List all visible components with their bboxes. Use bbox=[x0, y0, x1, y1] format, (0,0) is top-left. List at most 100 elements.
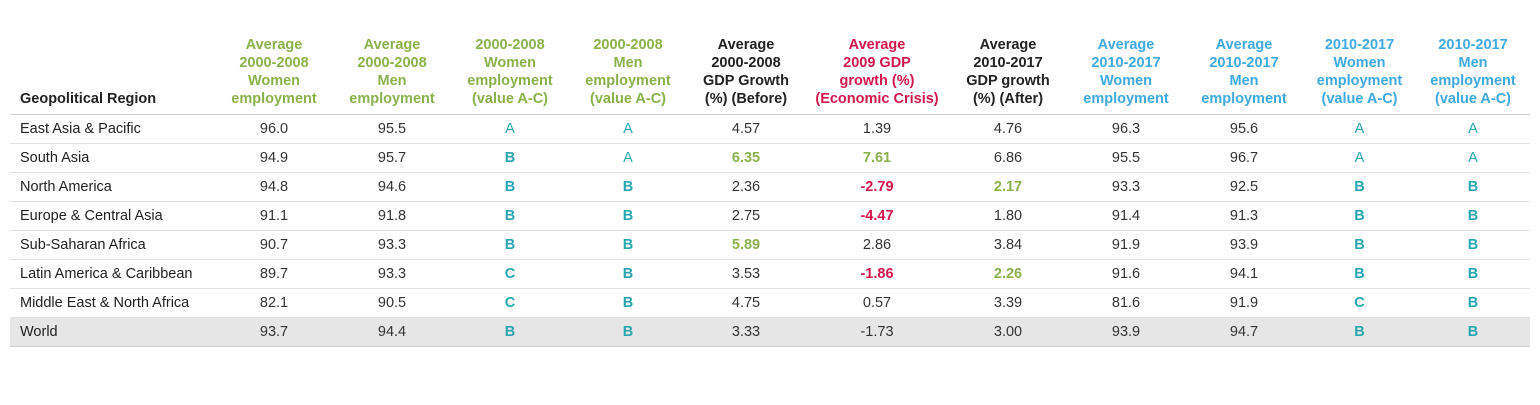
value-cell: 91.9 bbox=[1185, 288, 1303, 318]
value-cell: 93.9 bbox=[1067, 317, 1185, 347]
value-cell: 4.75 bbox=[687, 288, 805, 318]
value-cell: 2.75 bbox=[687, 201, 805, 231]
column-header-line: employment bbox=[585, 73, 671, 89]
column-header-line: (%) (Before) bbox=[704, 91, 788, 107]
column-header-line: Average bbox=[979, 37, 1037, 53]
column-header-line: (Economic Crisis) bbox=[815, 91, 939, 107]
value-cell: 91.9 bbox=[1067, 230, 1185, 260]
column-header-line: growth (%) bbox=[839, 73, 915, 89]
value-cell: 5.89 bbox=[687, 230, 805, 260]
value-cell: 2.86 bbox=[805, 230, 949, 260]
column-header: Average 2010-2017 Women employment bbox=[1067, 36, 1185, 115]
column-header: Average 2000-2008 Women employment bbox=[215, 36, 333, 115]
column-header-line: Men bbox=[1229, 73, 1259, 89]
value-cell: 3.00 bbox=[949, 317, 1067, 347]
column-header-line: employment bbox=[349, 91, 435, 107]
value-cell: 2.26 bbox=[949, 259, 1067, 289]
column-header-line: 2010-2017 bbox=[1438, 37, 1508, 53]
value-cell: 93.9 bbox=[1185, 230, 1303, 260]
column-header-line: Average bbox=[245, 37, 303, 53]
grade-cell: B bbox=[1416, 317, 1530, 347]
grade-cell: B bbox=[451, 172, 569, 202]
value-cell: 91.4 bbox=[1067, 201, 1185, 231]
value-cell: 4.76 bbox=[949, 114, 1067, 144]
grade-cell: A bbox=[569, 143, 687, 173]
column-header-line: (value A-C) bbox=[1321, 91, 1398, 107]
value-cell: 94.9 bbox=[215, 143, 333, 173]
table-row: Latin America & Caribbean 89.7 93.3 C B 3.53-… bbox=[10, 259, 1530, 289]
value-cell: 6.35 bbox=[687, 143, 805, 173]
value-cell: 96.3 bbox=[1067, 114, 1185, 144]
value-cell: -2.79 bbox=[805, 172, 949, 202]
grade-cell: C bbox=[451, 259, 569, 289]
column-header: Average 2000-2008 GDP Growth (%) (Before) bbox=[687, 36, 805, 115]
value-cell: 91.6 bbox=[1067, 259, 1185, 289]
column-header-line: Average bbox=[363, 37, 421, 53]
column-header-line: Men bbox=[613, 55, 643, 71]
column-header-line: 2009 GDP bbox=[843, 55, 911, 71]
column-header: Average 2010-2017 Men employment bbox=[1185, 36, 1303, 115]
column-header-line: GDP growth bbox=[966, 73, 1050, 89]
value-cell: 91.1 bbox=[215, 201, 333, 231]
grade-cell: A bbox=[1416, 143, 1530, 173]
value-cell: 91.3 bbox=[1185, 201, 1303, 231]
column-header-line: 2010-2017 bbox=[973, 55, 1043, 71]
column-header-line: Women bbox=[247, 73, 301, 89]
value-cell: 96.0 bbox=[215, 114, 333, 144]
value-cell: 6.86 bbox=[949, 143, 1067, 173]
value-cell: 3.84 bbox=[949, 230, 1067, 260]
column-header-line: 2010-2017 bbox=[1209, 55, 1279, 71]
column-header-line: Women bbox=[1333, 55, 1386, 71]
column-header-line: (value A-C) bbox=[590, 91, 666, 107]
value-cell: 3.39 bbox=[949, 288, 1067, 318]
column-header-line: Men bbox=[377, 73, 407, 89]
column-header-line: Geopolitical Region bbox=[20, 91, 157, 107]
grade-cell: A bbox=[1416, 114, 1530, 144]
table-row: East Asia & Pacific 96.0 95.5 A A 4.57 1.39 4.7… bbox=[10, 114, 1530, 144]
value-cell: 2.17 bbox=[949, 172, 1067, 202]
region-cell: East Asia & Pacific bbox=[10, 114, 215, 144]
table-row: Europe & Central Asia 91.1 91.8 B B 2.75 -4.47… bbox=[10, 201, 1530, 231]
value-cell: -4.47 bbox=[805, 201, 949, 231]
grade-cell: A bbox=[1303, 143, 1416, 173]
value-cell: 82.1 bbox=[215, 288, 333, 318]
region-cell: South Asia bbox=[10, 143, 215, 173]
column-header-line: Men bbox=[1458, 55, 1488, 71]
employment-gdp-table-container: Geopolitical Region Average 2000-2008 Women… bbox=[10, 36, 1530, 347]
table-body: East Asia & Pacific 96.0 95.5 A A 4.57 1.39 4.7… bbox=[10, 114, 1530, 347]
column-header: Average 2000-2008 Men employment bbox=[333, 36, 451, 115]
table-row: North America 94.8 94.6 B B 2.36 -2.79 2.17 93.3… bbox=[10, 172, 1530, 202]
grade-cell: B bbox=[1416, 201, 1530, 231]
region-cell: Sub-Saharan Africa bbox=[10, 230, 215, 260]
value-cell: 93.3 bbox=[333, 230, 451, 260]
value-cell: 96.7 bbox=[1185, 143, 1303, 173]
column-header-line: Average bbox=[717, 37, 775, 53]
column-header-line: 2000-2008 bbox=[475, 37, 545, 53]
grade-cell: B bbox=[1416, 172, 1530, 202]
grade-cell: C bbox=[1303, 288, 1416, 318]
region-cell: Latin America & Caribbean bbox=[10, 259, 215, 289]
grade-cell: B bbox=[569, 317, 687, 347]
grade-cell: B bbox=[1416, 230, 1530, 260]
employment-gdp-table: Geopolitical Region Average 2000-2008 Women… bbox=[10, 36, 1530, 347]
value-cell: -1.86 bbox=[805, 259, 949, 289]
region-cell: Europe & Central Asia bbox=[10, 201, 215, 231]
table-row: Sub-Saharan Africa 90.7 93.3 B B 5.89 2.86 3.84… bbox=[10, 230, 1530, 260]
value-cell: 1.39 bbox=[805, 114, 949, 144]
column-header-line: 2000-2008 bbox=[593, 37, 663, 53]
value-cell: 4.57 bbox=[687, 114, 805, 144]
value-cell: 93.7 bbox=[215, 317, 333, 347]
column-header-line: employment bbox=[1201, 91, 1287, 107]
column-header-line: Women bbox=[1099, 73, 1153, 89]
value-cell: 1.80 bbox=[949, 201, 1067, 231]
value-cell: 92.5 bbox=[1185, 172, 1303, 202]
value-cell: 0.57 bbox=[805, 288, 949, 318]
column-header-line: employment bbox=[1316, 73, 1403, 89]
region-cell: Middle East & North Africa bbox=[10, 288, 215, 318]
grade-cell: B bbox=[1416, 259, 1530, 289]
column-header-line: 2010-2017 bbox=[1091, 55, 1161, 71]
grade-cell: C bbox=[451, 288, 569, 318]
column-header: 2010-2017 Women employment (value A-C) bbox=[1303, 36, 1416, 115]
grade-cell: A bbox=[1303, 114, 1416, 144]
column-header-line: Average bbox=[1215, 37, 1273, 53]
